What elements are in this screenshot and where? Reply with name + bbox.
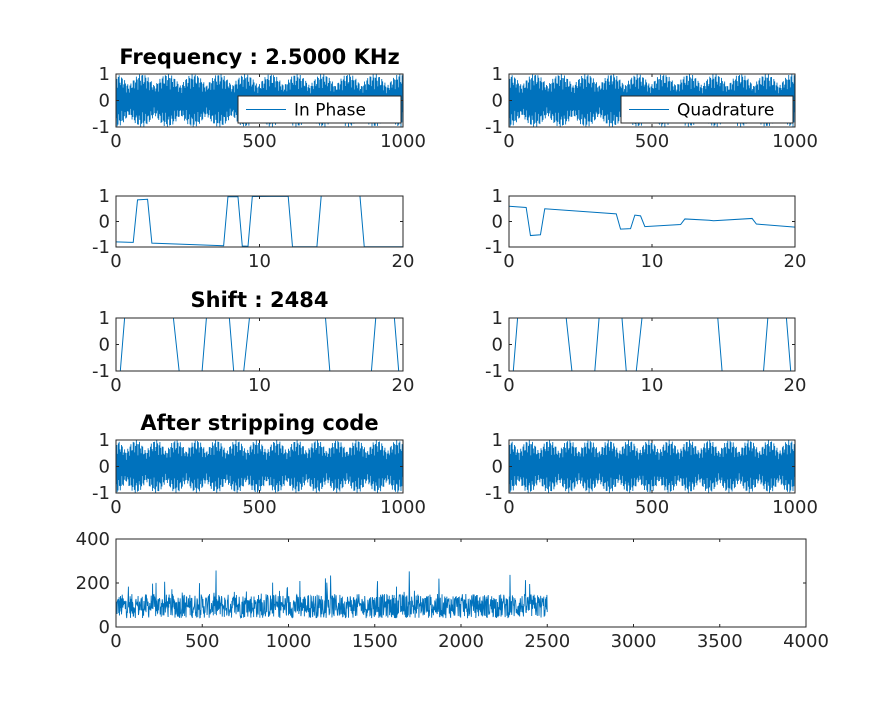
legend: In Phase <box>237 95 402 124</box>
x-tick-label: 0 <box>110 375 121 396</box>
x-tick-label: 1000 <box>380 497 426 518</box>
x-tick-label: 0 <box>503 131 514 152</box>
y-tick-label: 1 <box>492 186 503 207</box>
y-tick-label: 0 <box>492 91 503 112</box>
x-tick-label: 20 <box>784 251 807 272</box>
x-tick-label: 20 <box>784 375 807 396</box>
y-tick-label: 200 <box>76 573 110 594</box>
x-tick-label: 1500 <box>352 631 398 652</box>
y-tick-label: 0 <box>99 617 110 638</box>
series-line <box>116 570 548 620</box>
x-tick-label: 1000 <box>380 131 426 152</box>
series-line <box>509 205 795 237</box>
y-tick-label: -1 <box>92 361 110 382</box>
legend-label: Quadrature <box>677 101 774 121</box>
chart-title: Shift : 2484 <box>191 288 329 312</box>
y-tick-label: 0 <box>492 335 503 356</box>
series-line <box>509 74 795 127</box>
y-tick-label: 0 <box>99 212 110 233</box>
x-tick-label: 4000 <box>783 631 829 652</box>
x-tick-label: 2500 <box>524 631 570 652</box>
x-tick-label: 1000 <box>772 497 818 518</box>
series-p2 <box>509 74 795 127</box>
y-tick-label: 400 <box>76 529 110 550</box>
series-p3 <box>116 196 403 247</box>
x-tick-label: 0 <box>110 251 121 272</box>
y-tick-label: 1 <box>492 64 503 85</box>
y-tick-label: 0 <box>492 212 503 233</box>
y-tick-label: -1 <box>485 117 503 138</box>
y-tick-label: 1 <box>492 308 503 329</box>
y-tick-label: -1 <box>92 483 110 504</box>
series-p9 <box>116 570 548 620</box>
x-tick-label: 10 <box>641 251 664 272</box>
x-tick-label: 0 <box>110 131 121 152</box>
series-p4 <box>509 205 795 237</box>
series-line <box>116 196 403 247</box>
x-tick-label: 10 <box>248 251 271 272</box>
x-tick-label: 500 <box>242 497 276 518</box>
y-tick-label: -1 <box>485 361 503 382</box>
chart-title: After stripping code <box>140 411 378 435</box>
x-tick-label: 20 <box>392 251 415 272</box>
y-tick-label: 1 <box>99 430 110 451</box>
y-tick-label: 0 <box>99 91 110 112</box>
y-tick-label: 1 <box>99 186 110 207</box>
x-tick-label: 0 <box>503 375 514 396</box>
y-tick-label: -1 <box>92 117 110 138</box>
y-tick-label: -1 <box>485 237 503 258</box>
x-tick-label: 500 <box>635 497 669 518</box>
chart-title: Frequency : 2.5000 KHz <box>119 45 399 69</box>
x-tick-label: 500 <box>185 631 219 652</box>
x-tick-label: 0 <box>110 497 121 518</box>
y-tick-label: 0 <box>99 335 110 356</box>
x-tick-label: 500 <box>635 131 669 152</box>
x-tick-label: 1000 <box>772 131 818 152</box>
x-tick-label: 3000 <box>611 631 657 652</box>
y-tick-label: 1 <box>99 308 110 329</box>
x-tick-label: 10 <box>641 375 664 396</box>
x-tick-label: 500 <box>242 131 276 152</box>
x-tick-label: 0 <box>110 631 121 652</box>
x-tick-label: 20 <box>392 375 415 396</box>
x-tick-label: 10 <box>248 375 271 396</box>
x-tick-label: 3500 <box>697 631 743 652</box>
series-p1 <box>116 74 403 127</box>
x-tick-label: 0 <box>503 497 514 518</box>
y-tick-label: 0 <box>492 457 503 478</box>
x-tick-label: 0 <box>503 251 514 272</box>
y-tick-label: 1 <box>492 430 503 451</box>
x-tick-label: 1000 <box>266 631 312 652</box>
y-tick-label: -1 <box>92 237 110 258</box>
legend: Quadrature <box>620 95 794 124</box>
legend-label: In Phase <box>294 101 366 121</box>
y-tick-label: -1 <box>485 483 503 504</box>
y-tick-label: 1 <box>99 64 110 85</box>
x-tick-label: 2000 <box>438 631 484 652</box>
series-line <box>116 74 403 127</box>
y-tick-label: 0 <box>99 457 110 478</box>
